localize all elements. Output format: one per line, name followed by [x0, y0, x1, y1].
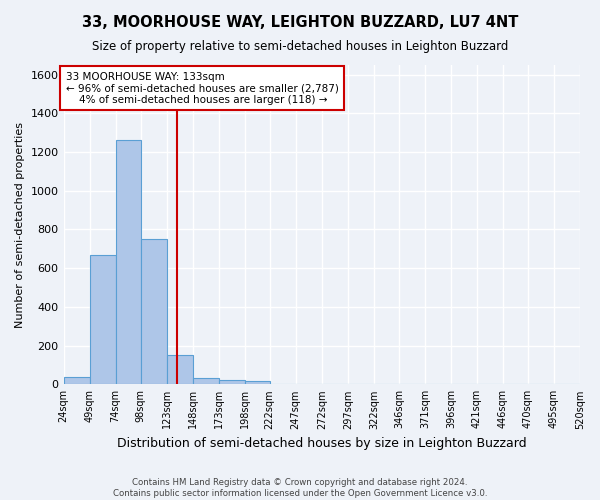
X-axis label: Distribution of semi-detached houses by size in Leighton Buzzard: Distribution of semi-detached houses by … — [117, 437, 527, 450]
Text: 33, MOORHOUSE WAY, LEIGHTON BUZZARD, LU7 4NT: 33, MOORHOUSE WAY, LEIGHTON BUZZARD, LU7… — [82, 15, 518, 30]
Text: 33 MOORHOUSE WAY: 133sqm
← 96% of semi-detached houses are smaller (2,787)
    4: 33 MOORHOUSE WAY: 133sqm ← 96% of semi-d… — [65, 72, 338, 105]
Bar — [64, 376, 89, 384]
Bar — [116, 140, 140, 384]
Bar — [193, 378, 218, 384]
Bar — [89, 254, 116, 384]
Bar — [218, 380, 245, 384]
Text: Size of property relative to semi-detached houses in Leighton Buzzard: Size of property relative to semi-detach… — [92, 40, 508, 53]
Bar — [167, 356, 193, 384]
Bar — [140, 239, 167, 384]
Text: Contains HM Land Registry data © Crown copyright and database right 2024.
Contai: Contains HM Land Registry data © Crown c… — [113, 478, 487, 498]
Bar — [245, 382, 270, 384]
Y-axis label: Number of semi-detached properties: Number of semi-detached properties — [15, 122, 25, 328]
